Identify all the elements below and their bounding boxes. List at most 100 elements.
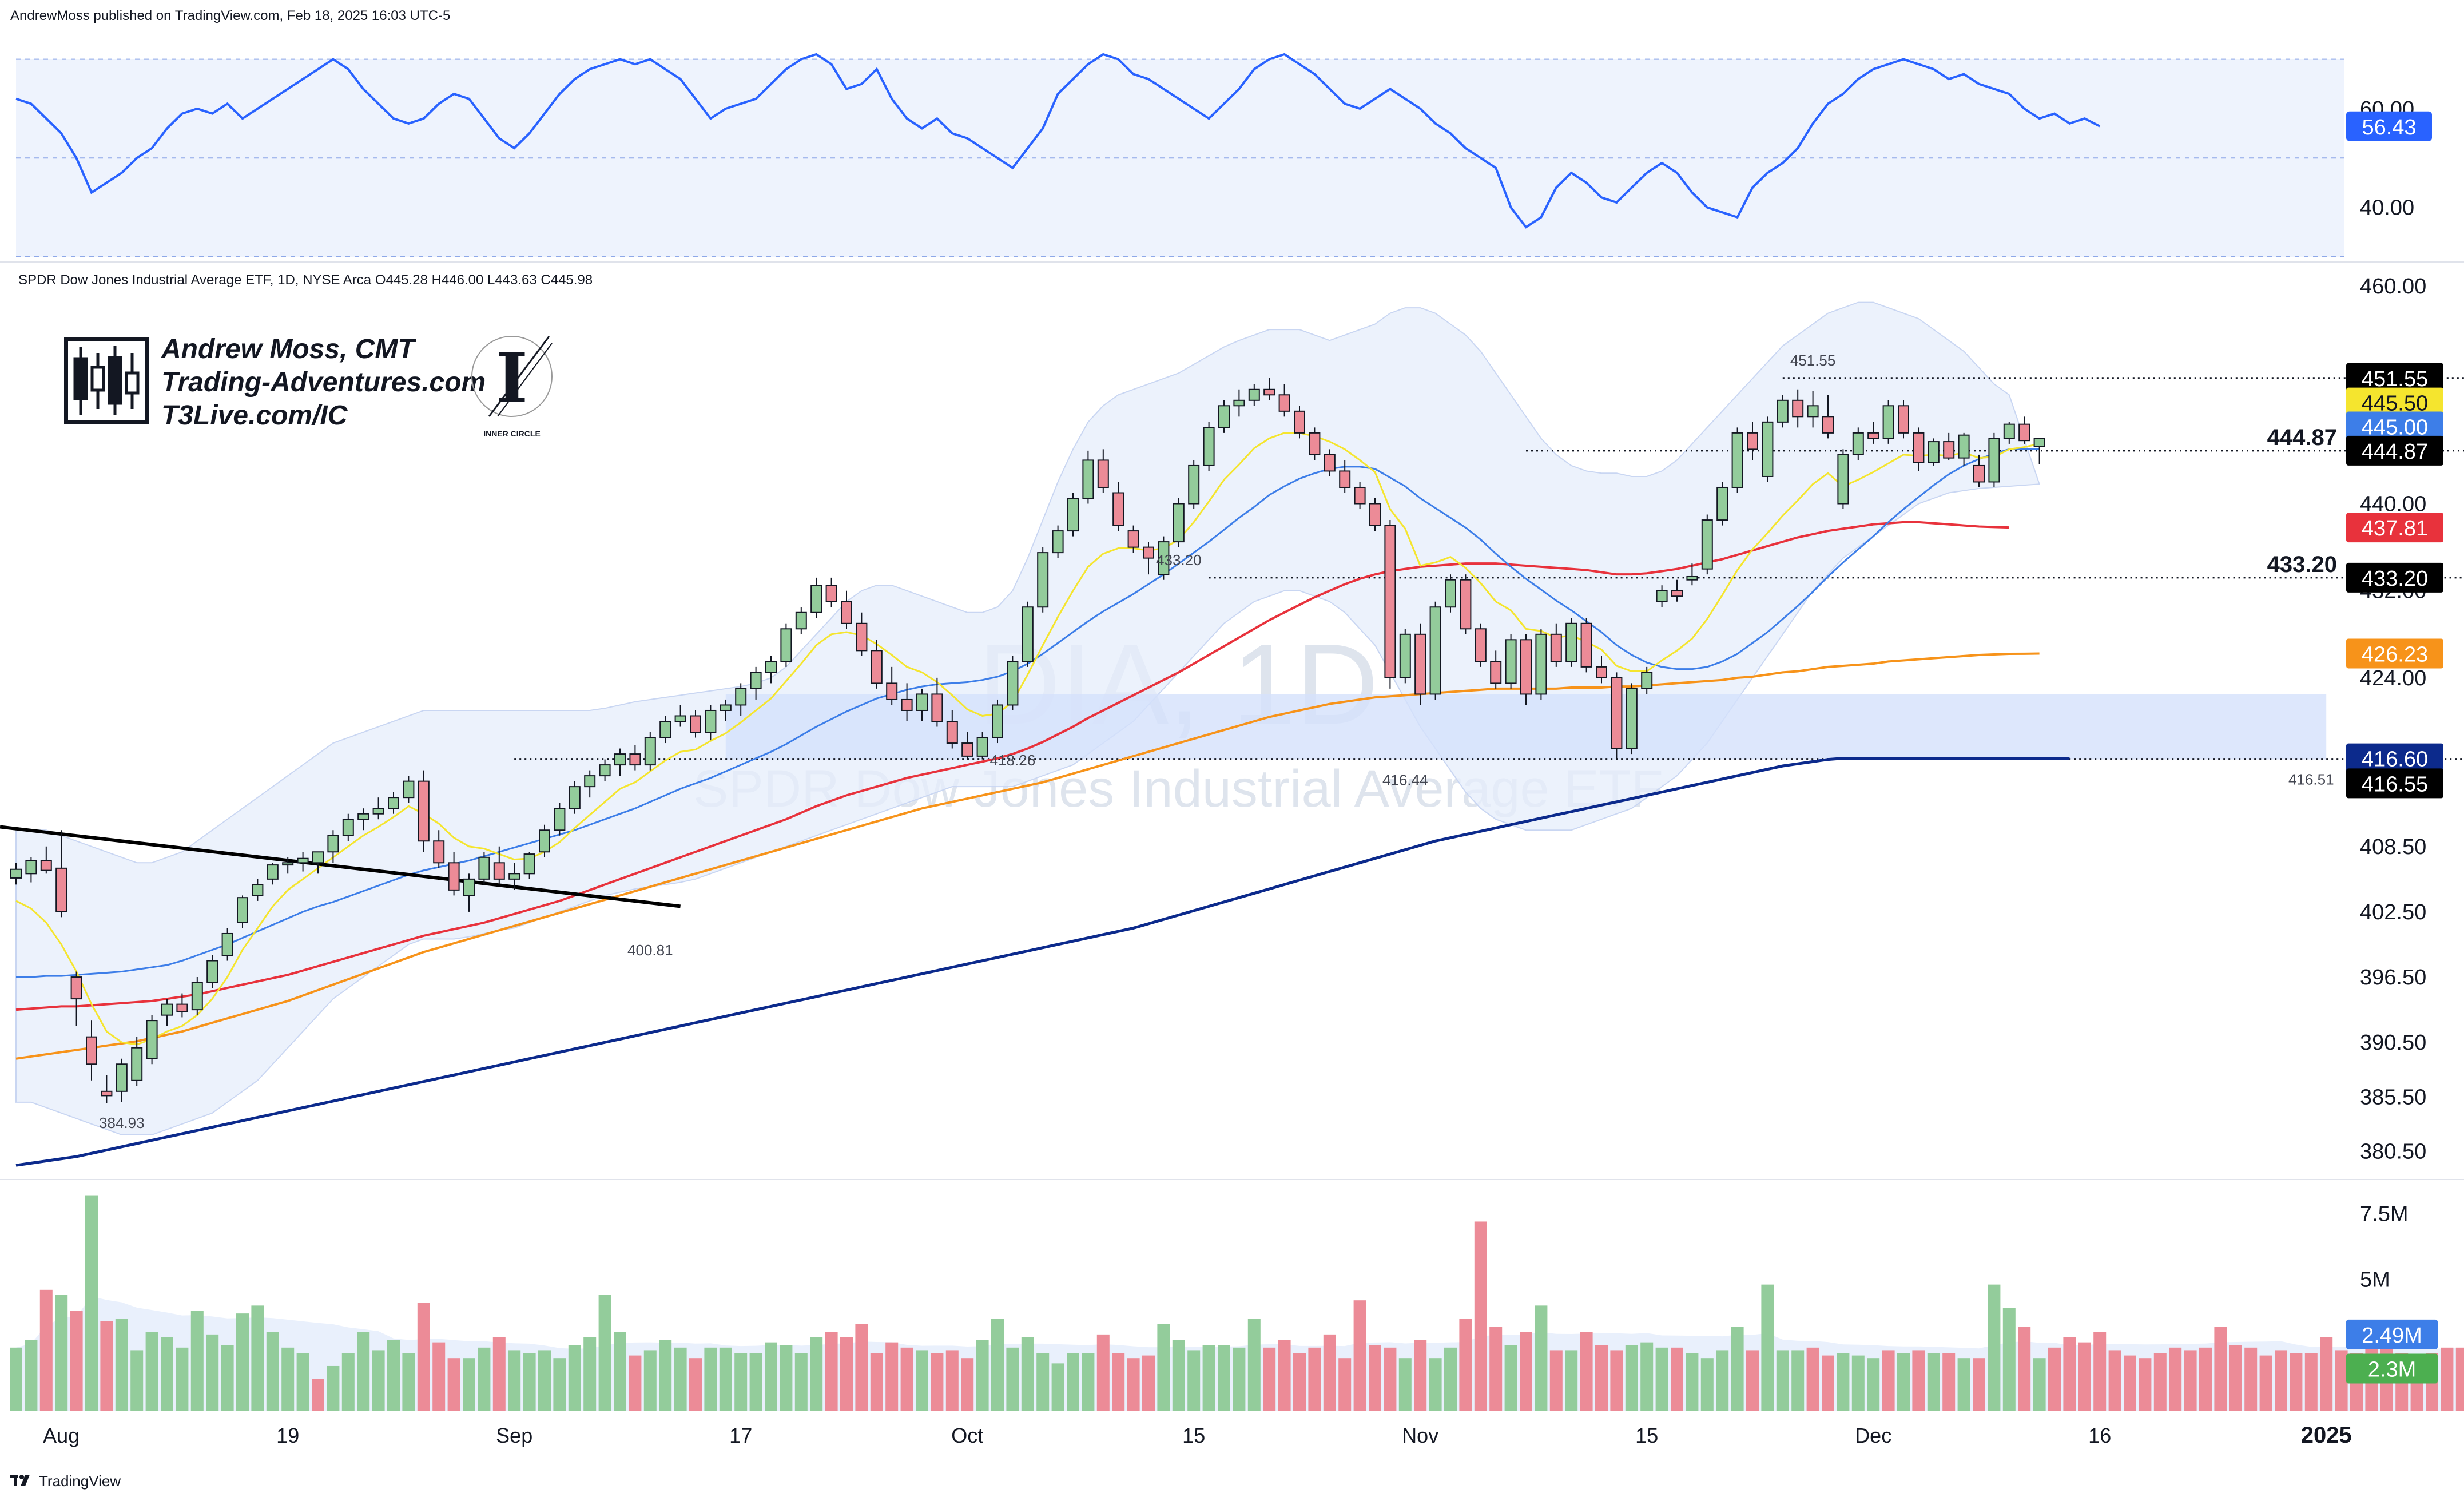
sma200-line — [15, 757, 2070, 1167]
volume-bar — [1897, 1353, 1910, 1411]
candle — [569, 781, 581, 814]
volume-bar — [1625, 1345, 1638, 1411]
candle — [765, 656, 777, 684]
candle — [86, 1020, 97, 1081]
candle — [1867, 422, 1879, 444]
candle — [1565, 618, 1577, 667]
candle-body — [2018, 423, 2030, 442]
candle-body — [403, 780, 415, 799]
candle — [1203, 422, 1215, 471]
price-badge-bg — [2346, 387, 2443, 418]
candle-body — [961, 742, 973, 757]
candle — [644, 732, 656, 771]
inner-circle-letter: I — [496, 338, 528, 419]
candle-body — [841, 601, 852, 624]
volume-bar — [689, 1358, 702, 1411]
candle — [1671, 579, 1683, 602]
volume-bar — [553, 1358, 566, 1411]
volume-bar — [281, 1347, 295, 1411]
volume-bar — [598, 1295, 611, 1411]
volume-bar — [1021, 1337, 1034, 1411]
candle-body — [40, 860, 52, 871]
candle — [629, 745, 641, 771]
volume-bar — [734, 1353, 748, 1411]
volume-bar — [523, 1353, 536, 1411]
candle-body — [1596, 666, 1607, 678]
price-badge-bg — [2346, 743, 2443, 773]
candle-body — [1354, 486, 1366, 505]
volume-bar — [1308, 1347, 1321, 1411]
volume-badge-label: 2.3M — [2368, 1358, 2416, 1382]
candle-body — [433, 840, 445, 864]
candle-body — [221, 932, 233, 956]
candle — [720, 699, 732, 721]
candle-body — [1852, 432, 1864, 455]
candle — [825, 577, 837, 607]
candle — [1626, 683, 1638, 755]
candle-body — [1520, 639, 1532, 695]
time-tick-label: Oct — [951, 1424, 983, 1447]
volume-bar — [1157, 1324, 1170, 1411]
candle — [1580, 618, 1592, 673]
candle-body — [1188, 464, 1200, 505]
volume-bar — [1459, 1319, 1472, 1411]
candle-body — [1656, 590, 1668, 602]
volume-bar — [2093, 1332, 2107, 1411]
volume-bar — [749, 1353, 762, 1411]
volume-bar — [840, 1337, 853, 1411]
volume-tick-label: 7.5M — [2360, 1202, 2408, 1226]
brand-site-ic[interactable]: T3Live.com/IC — [161, 400, 348, 431]
volume-bar — [1338, 1358, 1352, 1411]
candles-logo-icon — [64, 337, 149, 424]
volume-bar — [2244, 1347, 2258, 1411]
candle — [810, 577, 822, 618]
candle-body — [1445, 579, 1456, 608]
volume-bar — [855, 1324, 868, 1411]
price-annotation: 400.81 — [627, 942, 673, 959]
price-badge: 445.00 — [2346, 411, 2443, 442]
candle-body — [1052, 530, 1064, 554]
candle — [599, 759, 611, 781]
brand-website[interactable]: Trading-Adventures.com — [161, 367, 486, 398]
candle-body — [1958, 434, 1970, 459]
volume-bar — [357, 1332, 370, 1411]
candle — [297, 852, 309, 872]
candle — [1475, 623, 1487, 667]
candle — [493, 846, 505, 885]
footer-brand[interactable]: TradingView — [39, 1472, 121, 1490]
volume-bar — [1686, 1353, 1699, 1411]
price-tick-label: 460.00 — [2360, 275, 2426, 299]
time-tick-label: 19 — [276, 1424, 299, 1447]
candle — [55, 830, 67, 918]
rsi-line — [15, 53, 2101, 229]
candle — [2033, 438, 2045, 464]
candle — [659, 716, 671, 744]
price-tick-label: 390.50 — [2360, 1031, 2426, 1055]
volume-bar — [2184, 1350, 2197, 1411]
candle — [40, 846, 52, 874]
rsi-current-label: 56.43 — [2362, 116, 2416, 140]
candle-body — [2003, 423, 2015, 439]
volume-bar — [115, 1319, 128, 1411]
time-axis: Aug19Sep17Oct15Nov15Dec16202517FebMar — [43, 1423, 2352, 1448]
volume-bar — [85, 1195, 98, 1411]
volume-bar — [1263, 1347, 1276, 1411]
candle — [1263, 378, 1275, 400]
volume-bar — [1640, 1342, 1654, 1411]
candle-body — [629, 753, 641, 766]
candle-body — [886, 682, 898, 700]
volume-bar — [2199, 1347, 2212, 1411]
candle — [539, 824, 550, 857]
candle-body — [1807, 405, 1819, 418]
candle-body — [357, 813, 369, 820]
candle-body — [1747, 432, 1758, 450]
candle-body — [810, 585, 822, 613]
candle — [1505, 634, 1517, 689]
candle — [1309, 427, 1321, 460]
candle — [1414, 623, 1426, 705]
volume-bar — [1172, 1340, 1185, 1411]
candle-body — [780, 628, 792, 662]
